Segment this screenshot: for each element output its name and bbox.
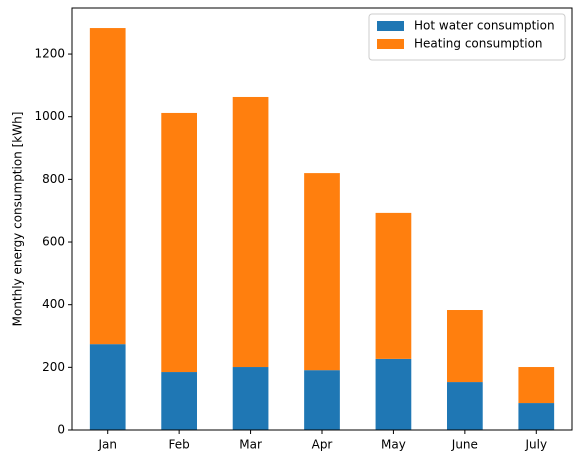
bar-segment xyxy=(89,344,126,430)
y-tick-label: 600 xyxy=(42,235,65,249)
x-tick-label: June xyxy=(451,438,478,452)
x-tick-label: July xyxy=(524,438,547,452)
y-tick-label: 400 xyxy=(42,297,65,311)
y-tick-label: 200 xyxy=(42,360,65,374)
legend-label: Hot water consumption xyxy=(414,19,555,33)
legend-label: Heating consumption xyxy=(414,37,543,51)
bar-segment xyxy=(161,372,197,430)
legend-swatch xyxy=(377,21,404,31)
bar-segment xyxy=(161,112,197,373)
y-tick-label: 1200 xyxy=(34,47,65,61)
bar-segment xyxy=(375,358,412,430)
y-tick-label: 0 xyxy=(57,423,65,437)
bar-segment xyxy=(518,403,555,430)
bar-segment xyxy=(232,367,269,430)
bar-segment xyxy=(89,28,126,345)
bar-segment xyxy=(447,310,483,383)
bar-segment xyxy=(375,212,412,359)
x-tick-label: Mar xyxy=(239,438,262,452)
bar-segment xyxy=(447,382,483,430)
bar-segment xyxy=(518,367,555,404)
x-tick-label: Jan xyxy=(97,438,117,452)
y-axis-label: Monthly energy consumption [kWh] xyxy=(11,112,25,327)
x-tick-label: Feb xyxy=(169,438,190,452)
bar-segment xyxy=(304,173,340,371)
x-tick-label: May xyxy=(381,438,406,452)
legend-box xyxy=(368,13,566,61)
y-tick-label: 1000 xyxy=(34,109,65,123)
legend-swatch xyxy=(377,39,404,49)
bar-segment xyxy=(304,370,340,430)
bar-segment xyxy=(232,96,269,368)
y-tick-label: 800 xyxy=(42,172,65,186)
plot-frame xyxy=(71,7,573,431)
x-tick-label: Apr xyxy=(312,438,333,452)
